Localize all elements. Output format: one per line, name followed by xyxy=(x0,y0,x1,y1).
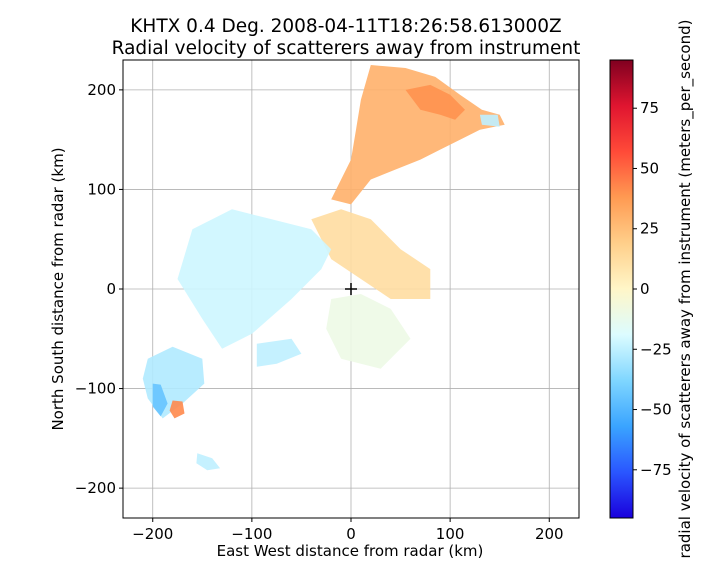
x-axis-ticks: −200 −100 0 100 200 xyxy=(132,518,564,543)
x-axis-label: East West distance from radar (km) xyxy=(217,542,484,560)
y-axis-ticks: −200 −100 0 100 200 xyxy=(75,81,123,497)
x-tick-label: −200 xyxy=(132,525,173,543)
y-tick-label: −100 xyxy=(75,380,116,398)
y-tick-label: 100 xyxy=(87,180,116,198)
x-tick-label: −100 xyxy=(231,525,272,543)
x-tick-label: 0 xyxy=(346,525,356,543)
colorbar-tick-label: −75 xyxy=(640,461,672,479)
echo-region xyxy=(311,209,431,299)
x-tick-label: 200 xyxy=(535,525,564,543)
chart-subtitle: Radial velocity of scatterers away from … xyxy=(112,38,581,59)
echo-region xyxy=(331,65,505,205)
colorbar-tick-label: −50 xyxy=(640,401,672,419)
colorbar-ticks: −75 −50 −25 0 25 50 75 xyxy=(633,99,672,479)
echo-region xyxy=(196,453,221,471)
y-tick-label: −200 xyxy=(75,479,116,497)
colorbar-tick-label: 75 xyxy=(640,99,659,117)
colorbar-tick-label: 25 xyxy=(640,220,659,238)
x-tick-label: 100 xyxy=(436,525,465,543)
y-tick-label: 200 xyxy=(87,81,116,99)
y-tick-label: 0 xyxy=(106,280,116,298)
echo-region xyxy=(152,383,168,417)
echo-region xyxy=(405,84,465,120)
chart-title: KHTX 0.4 Deg. 2008-04-11T18:26:58.613000… xyxy=(130,16,561,37)
echo-region xyxy=(479,114,500,127)
colorbar-tick-label: 50 xyxy=(640,159,659,177)
radar-echoes xyxy=(142,65,505,471)
echo-region xyxy=(326,294,411,369)
colorbar-label: radial velocity of scatterers away from … xyxy=(676,20,695,559)
colorbar-tick-label: −25 xyxy=(640,340,672,358)
colorbar xyxy=(609,59,634,519)
echo-region xyxy=(169,400,185,419)
echo-region xyxy=(177,209,332,349)
radar-location-marker xyxy=(345,283,357,295)
y-axis-label: North South distance from radar (km) xyxy=(49,147,67,430)
echo-region xyxy=(256,338,302,367)
colorbar-tick-label: 0 xyxy=(640,280,650,298)
